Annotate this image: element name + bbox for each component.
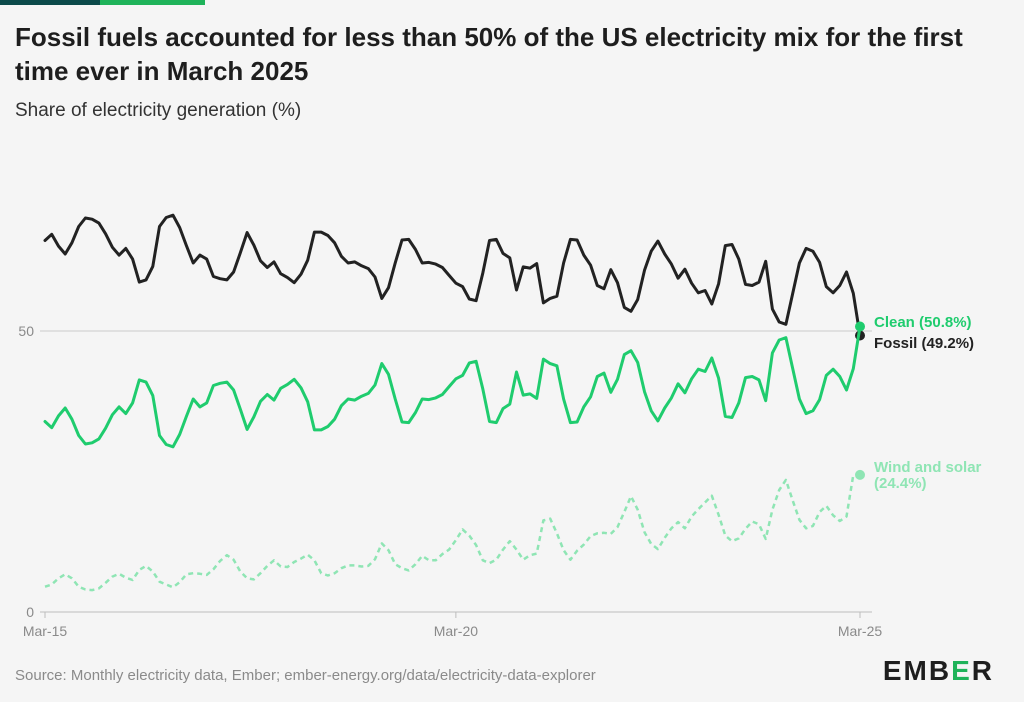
- wind-and-solar-end-label: Wind and solar (24.4%): [874, 459, 982, 492]
- clean-end-point: [855, 321, 865, 332]
- ember-logo: EMBER: [883, 655, 994, 687]
- top-accent-bar: [0, 0, 205, 5]
- x-tick-label: Mar-25: [838, 623, 883, 639]
- top-accent-dark-segment: [0, 0, 100, 5]
- logo-letter: B: [928, 655, 952, 686]
- x-tick-label: Mar-20: [434, 623, 479, 639]
- fossil-end-label: Fossil (49.2%): [874, 335, 974, 352]
- y-tick-label: 50: [18, 323, 34, 339]
- wind-and-solar-end-point: [855, 469, 865, 480]
- chart-subtitle: Share of electricity generation (%): [15, 100, 302, 121]
- top-accent-green-segment: [100, 0, 205, 5]
- clean-end-label: Clean (50.8%): [874, 314, 972, 331]
- clean-series-line: [43, 325, 862, 449]
- fossil-series-line: [43, 213, 862, 337]
- x-tick-label: Mar-15: [23, 623, 68, 639]
- wind-and-solar-series-line: [44, 474, 855, 592]
- logo-letter: E: [882, 655, 904, 686]
- y-tick-label: 0: [26, 604, 34, 620]
- source-note: Source: Monthly electricity data, Ember;…: [15, 667, 596, 684]
- logo-letter: E: [951, 655, 972, 686]
- logo-letter: R: [971, 655, 994, 686]
- chart-title: Fossil fuels accounted for less than 50%…: [15, 22, 963, 86]
- logo-letter: M: [903, 655, 929, 686]
